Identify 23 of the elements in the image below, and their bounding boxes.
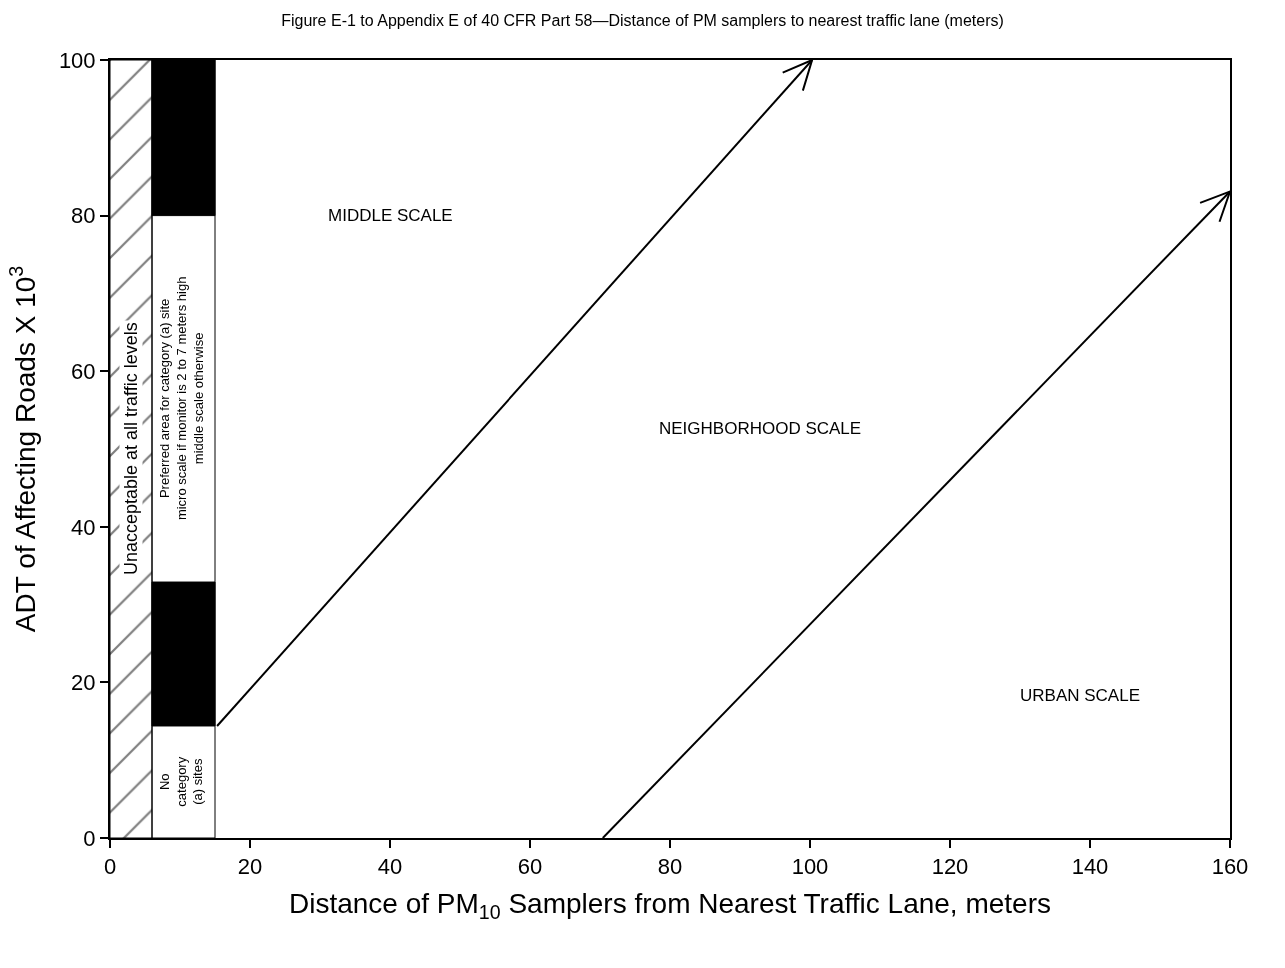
x-tick-label: 20 <box>237 854 263 880</box>
y-tick-label: 40 <box>71 514 96 540</box>
x-tick-label: 80 <box>657 854 683 880</box>
y-tick-label: 100 <box>58 47 96 73</box>
annotation: No category (a) sites <box>156 756 206 807</box>
annotation: MIDDLE SCALE <box>328 206 453 225</box>
x-axis-title: Distance of PM$_{10}$ Samplers from Nearest Traffic Lane, meters <box>288 888 1052 923</box>
y-tick-label: 20 <box>71 670 96 696</box>
x-tick-label: 40 <box>377 854 403 880</box>
y-tick-label: 80 <box>71 203 96 229</box>
x-tick-label: 60 <box>517 854 543 880</box>
x-tick-label: 140 <box>1071 854 1109 880</box>
chart-title: Figure E-1 to Appendix E of 40 CFR Part 58—Distance of PM samplers to nearest traffic lane (meters) <box>281 11 1004 29</box>
band-label: Unacceptable at all traffic levels <box>121 322 141 575</box>
annotation: URBAN SCALE <box>1020 686 1140 705</box>
x-tick-label: 120 <box>931 854 969 880</box>
y-tick-label: 60 <box>71 358 96 384</box>
x-tick-label: 160 <box>1211 854 1249 880</box>
y-tick-label: 0 <box>83 825 96 851</box>
x-tick-label: 0 <box>103 854 117 880</box>
annotation: Preferred area for category (a) site micro scale if monitor is 2 to 7 meters high middle scale otherwise <box>157 276 207 521</box>
x-tick-label: 100 <box>791 854 829 880</box>
annotation: NEIGHBORHOOD SCALE <box>659 419 862 438</box>
